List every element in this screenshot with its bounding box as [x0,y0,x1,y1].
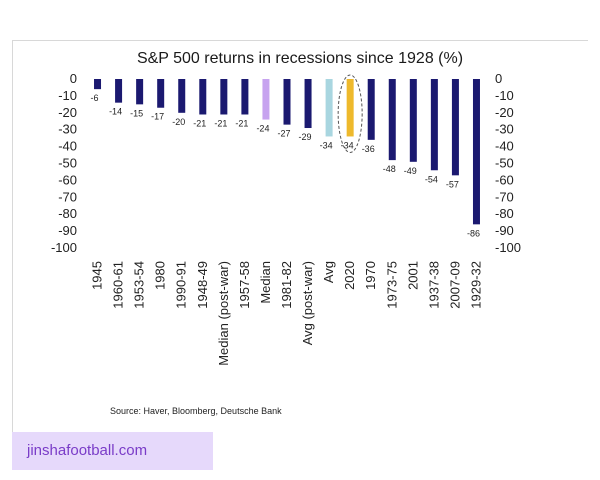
bar [178,79,186,113]
y-tick-right: -70 [495,189,514,204]
y-tick-left: 0 [70,71,77,86]
data-label: -21 [214,118,227,128]
bar [367,79,375,140]
y-tick-right: -100 [495,240,521,255]
data-label: -29 [299,132,312,142]
bar [241,79,249,115]
data-label: -21 [235,118,248,128]
y-tick-right: 0 [495,71,502,86]
y-tick-left: -40 [58,139,77,154]
y-tick-right: -10 [495,88,514,103]
category-label: 1980 [153,261,168,290]
category-label: 1970 [363,261,378,290]
y-tick-right: -80 [495,206,514,221]
bar [220,79,228,115]
data-label: -57 [446,179,459,189]
bar [136,79,144,105]
data-label: -6 [91,93,99,103]
y-tick-left: -70 [58,189,77,204]
category-label: 1990-91 [174,261,189,309]
data-label: -20 [172,117,185,127]
data-label: -14 [109,107,122,117]
chart-frame [12,40,588,440]
y-tick-right: -50 [495,156,514,171]
data-label: -15 [130,108,143,118]
data-label: -34 [320,140,333,150]
data-label: -21 [193,118,206,128]
category-label: 2020 [342,261,357,290]
category-label: 1929-32 [468,261,483,309]
bar [115,79,123,103]
y-tick-left: -50 [58,156,77,171]
source-note: Source: Haver, Bloomberg, Deutsche Bank [110,406,282,416]
y-tick-right: -90 [495,223,514,238]
category-label: 1957-58 [237,261,252,309]
category-label: 2001 [405,261,420,290]
bar [346,79,354,137]
y-tick-right: -20 [495,105,514,120]
bar [283,79,291,125]
chart-title: S&P 500 returns in recessions since 1928… [136,50,464,67]
y-tick-right: -30 [495,122,514,137]
category-label: 1973-75 [384,261,399,309]
data-label: -54 [425,174,438,184]
category-label: 1960-61 [111,261,126,309]
data-label: -36 [362,144,375,154]
category-label: Median (post-war) [216,261,231,366]
data-label: -17 [151,112,164,122]
data-label: -48 [383,164,396,174]
data-label: -86 [467,228,480,238]
y-tick-left: -80 [58,206,77,221]
category-label: Avg [321,261,336,283]
watermark-link[interactable]: jinshafootball.com [12,432,213,470]
bar [94,79,102,90]
category-label: 1945 [90,261,105,290]
y-tick-right: -40 [495,139,514,154]
bar [451,79,459,176]
y-tick-left: -10 [58,88,77,103]
category-label: 1981-82 [279,261,294,309]
data-label: -27 [277,129,290,139]
category-label: 1937-38 [426,261,441,309]
y-tick-right: -60 [495,172,514,187]
bar [472,79,480,225]
category-label: Median [258,261,273,304]
y-tick-left: -20 [58,105,77,120]
category-label: 1953-54 [132,261,147,309]
bar [157,79,165,108]
bar [199,79,207,115]
category-label: 2007-09 [447,261,462,309]
data-label: -34 [341,140,354,150]
data-label: -24 [256,124,269,134]
bar [325,79,333,137]
highlight-ellipse [337,74,363,153]
bar [262,79,270,120]
y-tick-left: -90 [58,223,77,238]
category-label: 1948-49 [195,261,210,309]
bar [304,79,312,129]
y-tick-left: -100 [51,240,77,255]
category-label: Avg (post-war) [300,261,315,345]
data-label: -49 [404,166,417,176]
bar [388,79,396,161]
bar [409,79,417,162]
bar [430,79,438,171]
y-tick-left: -30 [58,122,77,137]
y-tick-left: -60 [58,172,77,187]
